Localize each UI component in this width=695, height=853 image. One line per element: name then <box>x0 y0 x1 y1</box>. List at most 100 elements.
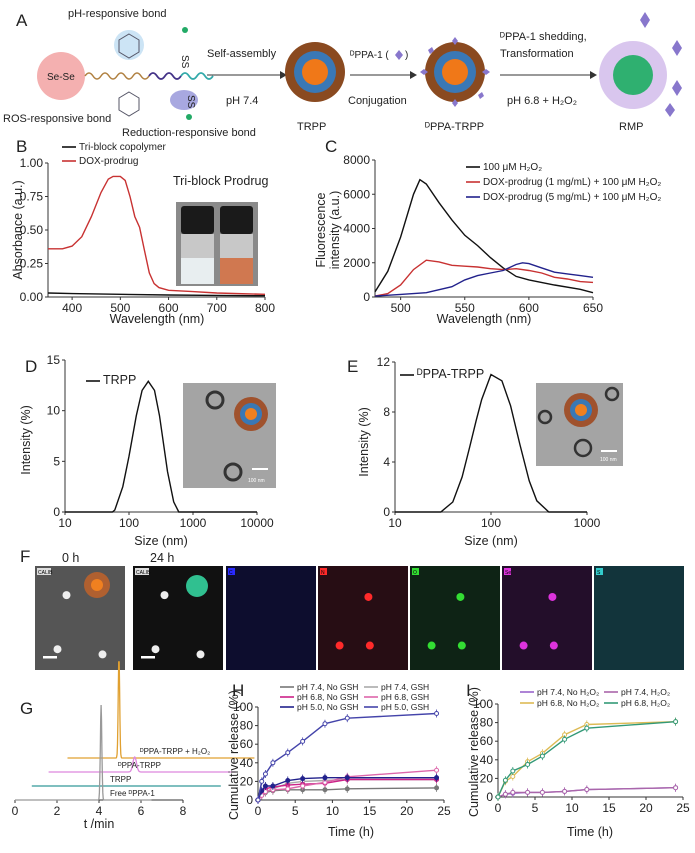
legend-label: pH 6.8, H₂O₂ <box>621 698 670 708</box>
x-tick-label: 1000 <box>574 516 601 530</box>
chart-g: 0 2 4 6 8 t /min ᴰPPA-TRPP + H₂O₂ ᴰPPA-TRPP TRPP… <box>12 661 255 831</box>
data-point <box>562 788 568 794</box>
eds-tile-calib: CALIB <box>133 566 223 670</box>
data-point <box>344 775 350 781</box>
trace-label: ᴰPPA-TRPP <box>118 761 161 770</box>
tem-image-inset-d: 100 nm <box>183 383 276 488</box>
data-point <box>344 715 350 721</box>
x-tick-label: 20 <box>400 804 414 818</box>
step2-top-label: ᴰPPA-1 ( <box>350 50 389 61</box>
y-tick-label: 0 <box>383 505 390 519</box>
channel-tag-box <box>412 568 419 575</box>
particle-dot <box>196 650 205 659</box>
panel-label-i: I <box>466 681 471 700</box>
time-0h-label: 0 h <box>62 551 79 565</box>
scale-bar <box>43 656 57 659</box>
data-point <box>285 786 291 792</box>
data-point <box>259 778 265 784</box>
legend-label: TRPP <box>103 373 136 387</box>
signal-noise <box>318 566 408 670</box>
x-tick-label: 650 <box>583 301 603 315</box>
particle-dot <box>160 591 169 600</box>
panel-label-c: C <box>325 137 337 156</box>
legend-label: pH 7.4, No H₂O₂ <box>537 687 599 697</box>
x-tick-label: 5 <box>532 801 539 815</box>
y-tick-label: 6000 <box>343 187 370 201</box>
dppa-trpp-particle-icon <box>420 37 490 107</box>
tile-background <box>226 566 316 670</box>
thiol-dot-icon <box>182 27 188 33</box>
data-point <box>584 725 590 731</box>
channel-tag: Se <box>505 570 511 576</box>
channel-tag: CALIB <box>136 570 151 576</box>
eds-tile-se: Se <box>502 566 592 670</box>
channel-tag-box <box>320 568 327 575</box>
reduction-bond-label: Reduction-responsive bond <box>122 127 256 139</box>
data-point <box>322 721 328 727</box>
particle-dot <box>98 650 107 659</box>
y-tick-label: 0 <box>363 290 370 304</box>
arrowhead-icon <box>590 71 597 79</box>
polymer-chain-segment-3 <box>180 72 214 80</box>
channel-tag: O <box>413 570 417 576</box>
channel-tag-box <box>504 568 511 575</box>
series-line <box>47 292 266 297</box>
x-tick-label: 6 <box>138 804 145 818</box>
particle-dot <box>62 591 71 600</box>
time-24h-label: 24 h <box>150 551 174 565</box>
chart-i: 0 5 10 15 20 25 0 20 40 60 80 100 Time (h) Cumulative… <box>467 687 690 839</box>
thiol-dot-icon <box>186 114 192 120</box>
x-axis-label: Time (h) <box>328 825 374 839</box>
legend-label: pH 7.4, GSH <box>381 682 429 692</box>
y-axis-label: Cumulative release (%) <box>467 687 481 817</box>
y-tick-label: 80 <box>240 719 254 733</box>
y-tick-label: 40 <box>480 753 494 767</box>
particle-dot <box>53 645 62 654</box>
x-tick-label: 500 <box>110 301 130 315</box>
panel-label-e: E <box>347 357 358 376</box>
y-tick-label: 8000 <box>343 153 370 167</box>
data-point <box>434 785 440 791</box>
channel-tag: S <box>597 570 601 576</box>
trpp-label: TRPP <box>297 121 326 133</box>
signal-noise <box>410 566 500 670</box>
step2-bottom-label: Conjugation <box>348 95 407 107</box>
element-signal-dot <box>364 592 373 601</box>
dppa1-diamond-icon <box>395 50 403 60</box>
chart-b: 400 500 600 700 800 0.00 0.25 0.50 0.75 1.00 Wavel… <box>11 142 275 326</box>
channel-tag-box <box>135 568 149 575</box>
data-point <box>262 771 268 777</box>
legend-label: pH 6.8, No GSH <box>297 692 358 702</box>
y-tick-label: 0.75 <box>20 190 44 204</box>
channel-tag-box <box>228 568 235 575</box>
data-point <box>255 797 261 803</box>
x-tick-label: 600 <box>159 301 179 315</box>
data-point <box>344 786 350 792</box>
y-tick-label: 10 <box>47 404 61 418</box>
legend-label: DOX-prodrug (5 mg/mL) + 100 μM H₂O₂ <box>483 192 661 203</box>
x-tick-label: 600 <box>519 301 539 315</box>
trace-label: Free ᴰPPA-1 <box>110 789 155 798</box>
data-point <box>510 768 516 774</box>
x-tick-label: 10 <box>565 801 579 815</box>
series-line <box>65 380 257 513</box>
data-point <box>495 794 501 800</box>
eds-tile-n: N <box>318 566 408 670</box>
signal-noise <box>226 566 316 670</box>
chromatogram-trace <box>48 756 236 773</box>
data-point <box>525 761 531 767</box>
step2-top-close: ) <box>405 50 408 61</box>
eds-tile-s: S <box>594 566 684 670</box>
series-line <box>374 262 594 297</box>
tile-background <box>35 566 125 670</box>
y-tick-label: 15 <box>47 353 61 367</box>
x-tick-label: 0 <box>255 804 262 818</box>
y-tick-label: 60 <box>480 734 494 748</box>
data-point <box>270 783 276 789</box>
x-tick-label: 2 <box>54 804 61 818</box>
y-axis-label: Intensity (%) <box>19 405 33 474</box>
dppa-trpp-label: ᴰPPA-TRPP <box>425 121 484 133</box>
step3-bottom-label: pH 6.8 + H₂O₂ <box>507 95 577 107</box>
